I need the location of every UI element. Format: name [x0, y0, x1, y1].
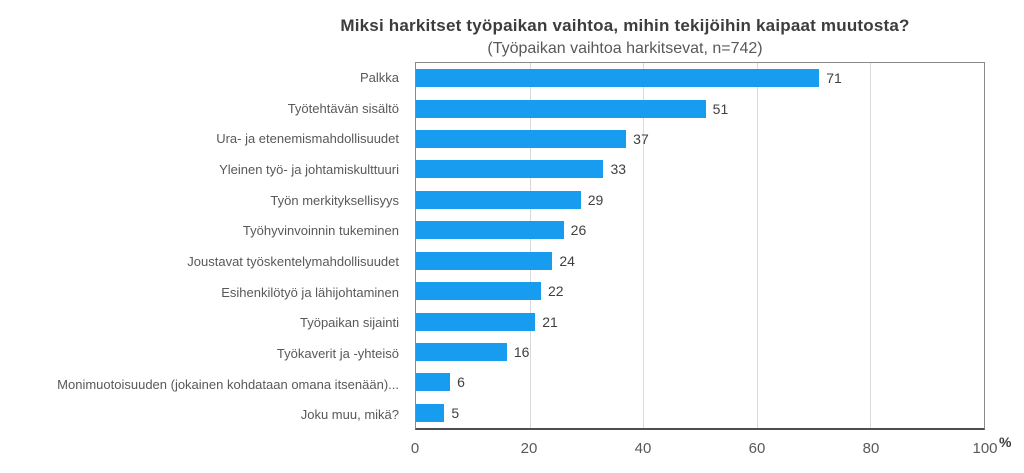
category-label: Esihenkilötyö ja lähijohtaminen	[221, 284, 399, 300]
category-label: Työn merkityksellisyys	[270, 192, 399, 208]
bar	[416, 251, 553, 270]
bar-row: 37	[416, 124, 984, 154]
category-label: Työhyvinvoinnin tukeminen	[242, 223, 399, 239]
bar	[416, 99, 706, 118]
gridline	[870, 63, 872, 428]
value-label: 37	[633, 131, 649, 148]
x-axis-tick-label: 100	[972, 440, 998, 457]
category-label: Ura- ja etenemismahdollisuudet	[216, 131, 399, 147]
bar	[416, 282, 541, 301]
bar	[416, 130, 627, 149]
bar-row: 16	[416, 337, 984, 367]
bar	[416, 69, 820, 88]
value-label: 5	[451, 404, 460, 421]
category-label: Joustavat työskentelymahdollisuudet	[187, 253, 399, 269]
gridline	[756, 63, 758, 428]
chart-subtitle: (Työpaikan vaihtoa harkitsevat, n=742)	[487, 40, 763, 57]
bar-row: 51	[416, 93, 984, 123]
category-label: Työtehtävän sisältö	[287, 100, 399, 116]
category-label: Monimuotoisuuden (jokainen kohdataan oma…	[57, 376, 399, 392]
bar	[416, 343, 507, 361]
value-label: 16	[513, 344, 530, 360]
category-label: Joku muu, mikä?	[300, 407, 399, 423]
x-axis-tick-label: 60	[748, 440, 766, 457]
bar	[416, 403, 445, 422]
bar	[416, 221, 564, 240]
x-axis-tick-label: 0	[410, 440, 420, 457]
bar-row: 6	[416, 367, 984, 397]
y-axis-category-labels: Palkka Työtehtävän sisältö Ura- ja etenemi…	[0, 62, 407, 430]
category-label: Työkaverit ja -yhteisö	[276, 345, 399, 361]
x-axis-tick-label: 40	[634, 440, 652, 457]
value-label: 71	[826, 70, 842, 87]
bar-row: 24	[416, 246, 984, 276]
chart-title: Miksi harkitset työpaikan vaihtoa, mihin…	[340, 16, 910, 35]
plot-area: 71 51 37 33 29 26 24 22 21 16 6 5	[415, 62, 985, 430]
bar-row: 33	[416, 154, 984, 184]
bar-row: 21	[416, 306, 984, 336]
gridline	[529, 63, 531, 428]
category-label: Työpaikan sijainti	[300, 315, 399, 331]
x-axis-tick-label: 20	[520, 440, 538, 457]
category-label: Palkka	[359, 69, 399, 85]
x-axis: 0 20 40 60 80 100	[411, 440, 998, 462]
bar	[416, 312, 536, 331]
bar-row: 71	[416, 63, 984, 93]
value-label: 24	[559, 252, 575, 269]
bar	[416, 373, 451, 392]
x-axis-tick-label: 80	[862, 440, 880, 457]
value-label: 26	[570, 222, 587, 239]
bar	[416, 190, 581, 209]
value-label: 29	[587, 191, 604, 208]
gridline	[643, 63, 645, 428]
bar-row: 5	[416, 398, 984, 428]
bar-row: 26	[416, 215, 984, 245]
value-label: 33	[610, 161, 627, 178]
value-label: 22	[547, 283, 564, 300]
bar	[416, 160, 604, 179]
x-axis-unit-label: %	[999, 434, 1012, 450]
bar-row: 29	[416, 185, 984, 215]
bars-container: 71 51 37 33 29 26 24 22 21 16 6 5	[416, 63, 984, 428]
value-label: 51	[712, 100, 729, 117]
value-label: 21	[542, 313, 558, 330]
bar-row: 22	[416, 276, 984, 306]
value-label: 6	[457, 374, 465, 391]
category-label: Yleinen työ- ja johtamiskulttuuri	[219, 161, 399, 177]
